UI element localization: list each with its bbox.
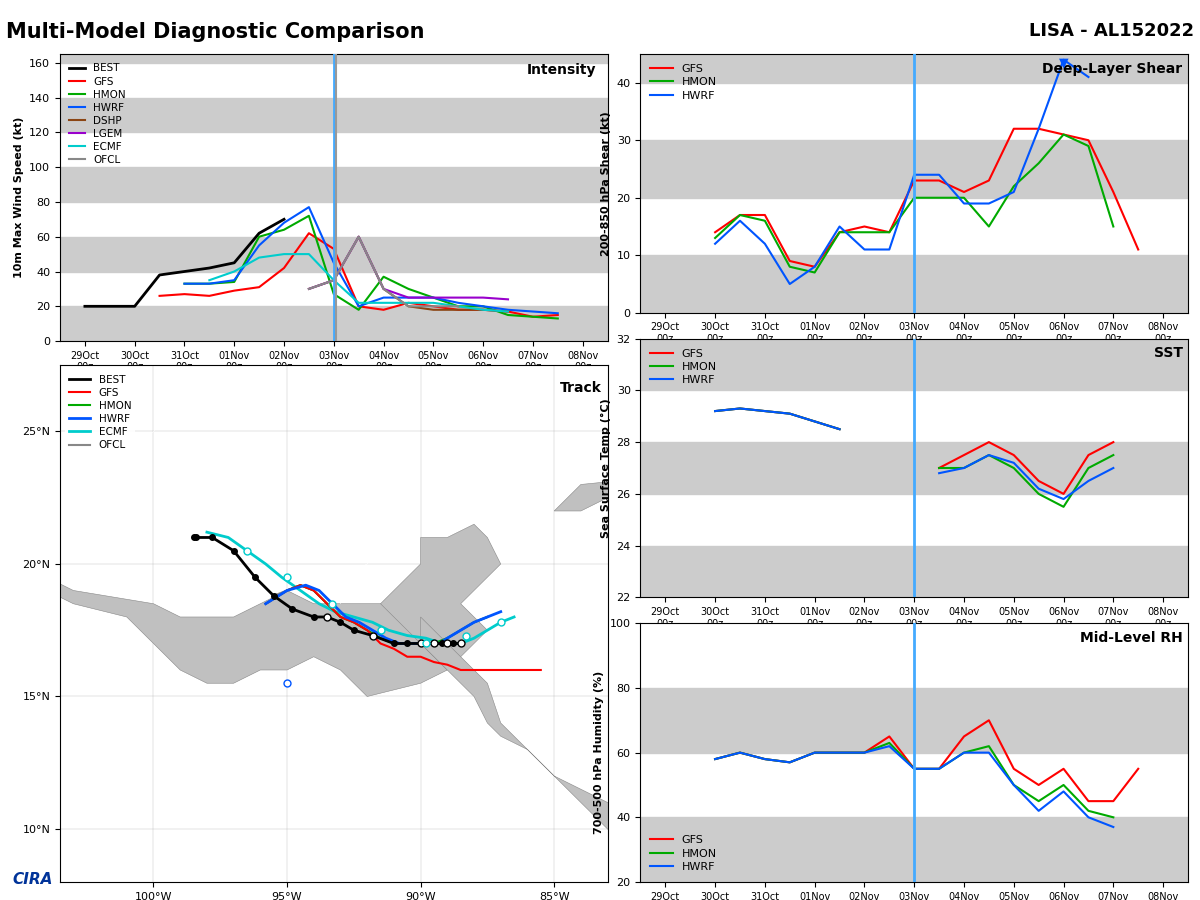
Text: CIRA: CIRA — [12, 871, 53, 886]
Text: Intensity: Intensity — [527, 63, 596, 76]
Y-axis label: 200-850 hPa Shear (kt): 200-850 hPa Shear (kt) — [601, 111, 611, 256]
Bar — [60, 97, 607, 132]
Legend: GFS, HMON, HWRF: GFS, HMON, HWRF — [646, 831, 721, 877]
Bar — [641, 338, 1188, 391]
Text: ▼: ▼ — [1058, 57, 1068, 70]
Y-axis label: 700-500 hPa Humidity (%): 700-500 hPa Humidity (%) — [594, 671, 604, 834]
Bar — [641, 545, 1188, 598]
Bar — [641, 256, 1188, 313]
Text: LISA - AL152022: LISA - AL152022 — [1028, 22, 1194, 40]
Bar — [641, 688, 1188, 752]
Legend: BEST, GFS, HMON, HWRF, DSHP, LGEM, ECMF, OFCL: BEST, GFS, HMON, HWRF, DSHP, LGEM, ECMF,… — [65, 59, 130, 169]
Polygon shape — [420, 617, 821, 882]
Bar — [60, 237, 607, 272]
Text: SST: SST — [1153, 346, 1182, 360]
Bar — [641, 817, 1188, 882]
Text: Deep-Layer Shear: Deep-Layer Shear — [1043, 62, 1182, 76]
Polygon shape — [500, 285, 688, 418]
Y-axis label: 10m Max Wind Speed (kt): 10m Max Wind Speed (kt) — [13, 117, 24, 278]
Text: Multi-Model Diagnostic Comparison: Multi-Model Diagnostic Comparison — [6, 22, 425, 42]
Bar — [641, 54, 1188, 83]
Polygon shape — [380, 524, 500, 670]
Legend: GFS, HMON, HWRF: GFS, HMON, HWRF — [646, 59, 721, 105]
Polygon shape — [554, 479, 848, 577]
Bar — [60, 306, 607, 341]
Bar — [60, 54, 607, 63]
Bar — [641, 140, 1188, 198]
Text: Mid-Level RH: Mid-Level RH — [1080, 631, 1182, 645]
Bar — [60, 167, 607, 202]
Text: Track: Track — [560, 381, 602, 395]
Legend: GFS, HMON, HWRF: GFS, HMON, HWRF — [646, 344, 721, 390]
Y-axis label: Sea Surface Temp (°C): Sea Surface Temp (°C) — [601, 398, 611, 538]
Polygon shape — [0, 246, 448, 697]
Legend: BEST, GFS, HMON, HWRF, ECMF, OFCL: BEST, GFS, HMON, HWRF, ECMF, OFCL — [65, 371, 136, 454]
Bar — [641, 442, 1188, 494]
